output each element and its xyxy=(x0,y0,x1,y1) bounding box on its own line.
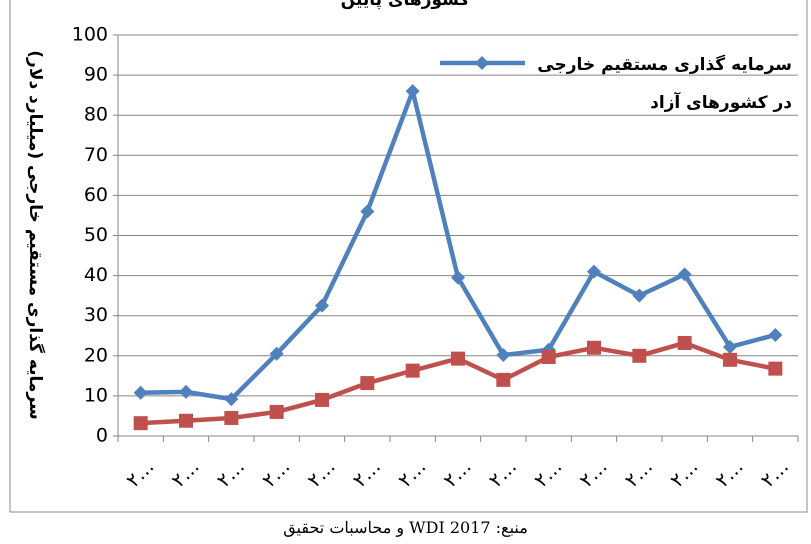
y-tick-label: 80 xyxy=(84,104,108,126)
point xyxy=(723,352,737,367)
point xyxy=(360,376,375,391)
point xyxy=(179,413,193,428)
x-tick-label: ٢… xyxy=(394,456,430,492)
x-tick-label: ٢… xyxy=(666,456,702,492)
point xyxy=(632,288,647,303)
x-tick-label: ٢… xyxy=(485,456,521,492)
point xyxy=(315,298,329,313)
y-tick-label: 70 xyxy=(84,144,108,166)
point xyxy=(768,327,783,342)
point xyxy=(405,363,420,378)
point xyxy=(224,410,239,425)
y-tick-label: 90 xyxy=(84,64,108,86)
point xyxy=(315,392,329,407)
chart-frame xyxy=(9,0,808,513)
y-tick-label: 30 xyxy=(84,304,108,326)
point xyxy=(587,340,601,355)
x-tick-label: ٢… xyxy=(621,456,657,492)
x-tick-label: ٢… xyxy=(530,456,566,492)
x-tick-label: ٢… xyxy=(712,456,748,492)
legend-label: سرمایه گذاری مستقیم خارجی در کشورهای آزا… xyxy=(537,55,792,113)
point xyxy=(632,348,647,363)
point xyxy=(269,346,284,361)
point xyxy=(587,264,601,279)
x-tick-label: ٢… xyxy=(258,456,294,492)
x-tick-label: ٢… xyxy=(213,456,249,492)
y-tick-label: 50 xyxy=(84,224,108,246)
point xyxy=(133,385,148,400)
y-tick-label: 40 xyxy=(84,264,108,286)
point xyxy=(541,350,556,365)
x-tick-label: ٢… xyxy=(304,456,340,492)
y-axis-label: سرمایه گذاری مستقیم خارجی (میلیارد دلار) xyxy=(25,50,46,419)
x-tick-label: ٢… xyxy=(576,456,612,492)
point xyxy=(269,404,284,419)
point xyxy=(677,267,692,282)
x-tick-label: ٢… xyxy=(122,456,158,492)
point xyxy=(677,335,692,350)
x-tick-label: ٢… xyxy=(349,456,385,492)
chart-title: کشورهای پایین xyxy=(341,0,470,10)
source-note: منبع: WDI 2017 و محاسبات تحقیق xyxy=(283,518,528,537)
y-tick-label: 100 xyxy=(72,24,108,46)
y-tick-label: 0 xyxy=(96,425,108,447)
point xyxy=(451,270,465,285)
y-tick-label: 20 xyxy=(84,344,108,366)
point xyxy=(723,339,737,354)
x-tick-label: ٢… xyxy=(440,456,476,492)
x-tick-label: ٢… xyxy=(168,456,204,492)
point xyxy=(179,384,193,399)
point xyxy=(451,351,465,366)
y-tick-label: 60 xyxy=(84,184,108,206)
point xyxy=(768,361,783,376)
point xyxy=(224,392,239,407)
x-tick-label: ٢… xyxy=(757,456,793,492)
point xyxy=(496,347,511,362)
y-tick-label: 10 xyxy=(84,384,108,406)
point xyxy=(496,372,511,387)
point xyxy=(360,204,375,219)
legend-marker xyxy=(475,56,489,70)
point xyxy=(133,416,148,431)
point xyxy=(405,84,420,99)
